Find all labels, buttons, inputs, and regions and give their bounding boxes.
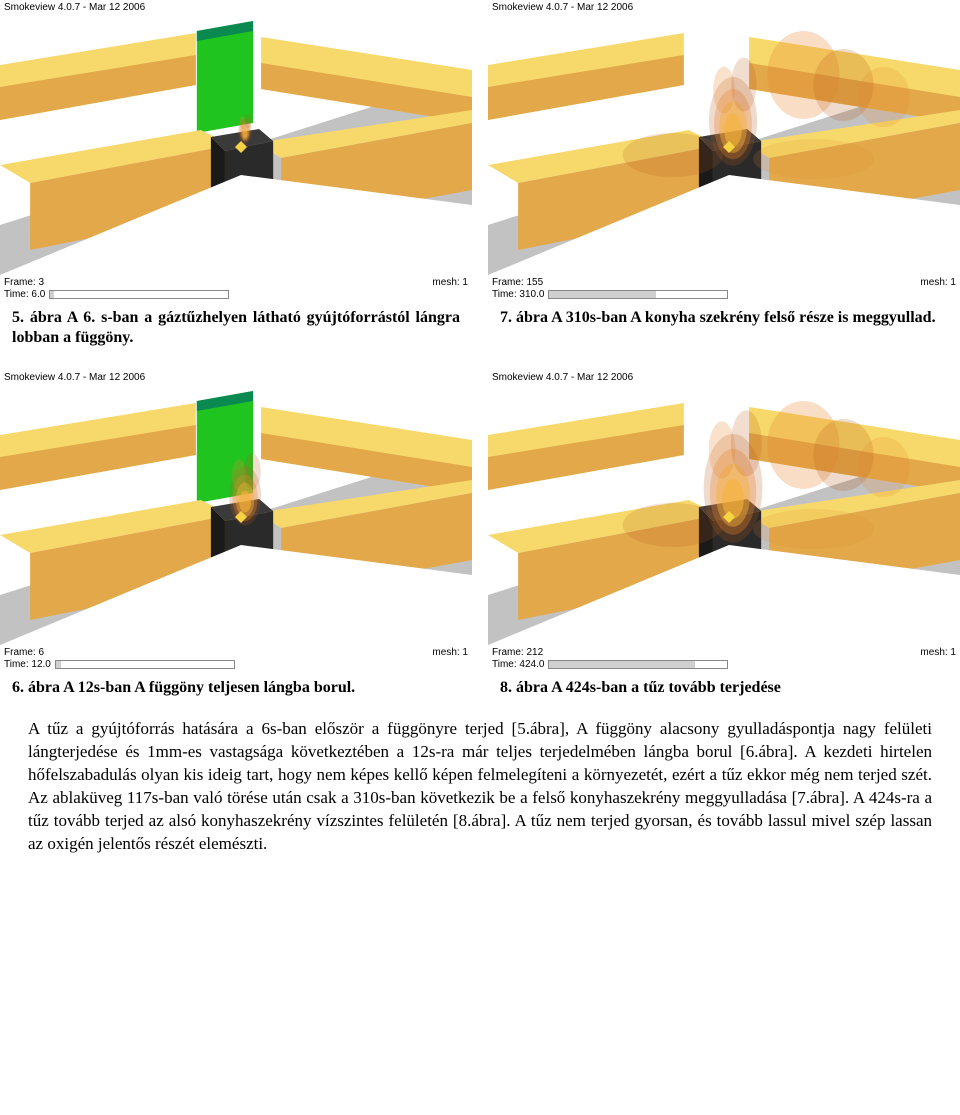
simulation-footer: Frame: 6 Time: 12.0 mesh: 1 <box>0 645 472 672</box>
frame-label: Frame: 212 <box>492 647 728 658</box>
figure-caption: 6. ábra A 12s-ban A függöny teljesen lán… <box>0 672 472 712</box>
simulation-footer: Frame: 3 Time: 6.0 mesh: 1 <box>0 275 472 302</box>
software-version-label: Smokeview 4.0.7 - Mar 12 2006 <box>0 370 472 385</box>
time-label: Time: 424.0 <box>492 659 544 670</box>
frame-label: Frame: 3 <box>4 277 229 288</box>
figure-grid: Smokeview 4.0.7 - Mar 12 2006 Frame: 3 T… <box>0 0 960 712</box>
time-label: Time: 310.0 <box>492 289 544 300</box>
simulation-footer: Frame: 155 Time: 310.0 mesh: 1 <box>488 275 960 302</box>
software-version-label: Smokeview 4.0.7 - Mar 12 2006 <box>0 0 472 15</box>
mesh-label: mesh: 1 <box>432 277 468 288</box>
mesh-label: mesh: 1 <box>920 647 956 658</box>
software-version-label: Smokeview 4.0.7 - Mar 12 2006 <box>488 370 960 385</box>
simulation-panel: Smokeview 4.0.7 - Mar 12 2006 Frame: 6 T… <box>0 370 472 712</box>
time-progress-bar <box>49 290 229 299</box>
simulation-panel: Smokeview 4.0.7 - Mar 12 2006 Frame: 3 T… <box>0 0 472 362</box>
simulation-viewport <box>488 385 960 645</box>
body-paragraph: A tűz a gyújtóforrás hatására a 6s-ban e… <box>0 712 960 884</box>
frame-label: Frame: 6 <box>4 647 235 658</box>
figure-caption: 7. ábra A 310s-ban A konyha szekrény fel… <box>488 302 960 342</box>
simulation-panel: Smokeview 4.0.7 - Mar 12 2006 Frame: 155… <box>488 0 960 362</box>
time-label: Time: 6.0 <box>4 289 45 300</box>
simulation-viewport <box>488 15 960 275</box>
frame-label: Frame: 155 <box>492 277 728 288</box>
mesh-label: mesh: 1 <box>432 647 468 658</box>
time-label: Time: 12.0 <box>4 659 51 670</box>
time-progress-bar <box>548 290 728 299</box>
time-progress-bar <box>55 660 235 669</box>
simulation-viewport <box>0 385 472 645</box>
mesh-label: mesh: 1 <box>920 277 956 288</box>
figure-caption: 5. ábra A 6. s-ban a gáztűzhelyen láthat… <box>0 302 472 362</box>
simulation-panel: Smokeview 4.0.7 - Mar 12 2006 Frame: 212… <box>488 370 960 712</box>
time-progress-bar <box>548 660 728 669</box>
simulation-viewport <box>0 15 472 275</box>
simulation-footer: Frame: 212 Time: 424.0 mesh: 1 <box>488 645 960 672</box>
figure-caption: 8. ábra A 424s-ban a tűz tovább terjedés… <box>488 672 960 712</box>
software-version-label: Smokeview 4.0.7 - Mar 12 2006 <box>488 0 960 15</box>
